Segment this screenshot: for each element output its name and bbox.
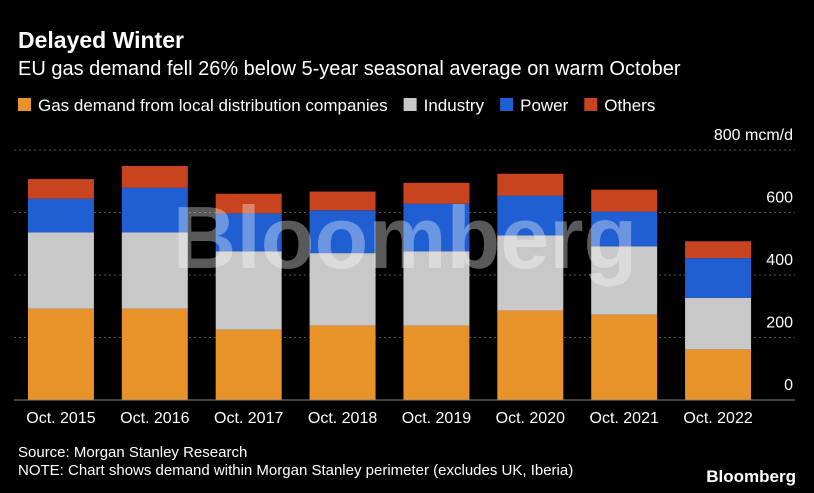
bar-segment <box>215 193 282 214</box>
bar-segment <box>121 165 188 188</box>
bar-segment <box>497 235 564 311</box>
bar-segment <box>403 325 470 400</box>
bar-segment <box>121 187 188 233</box>
bar-segment <box>27 198 94 233</box>
x-tick-label: Oct. 2018 <box>308 410 377 427</box>
bar-segment <box>215 213 282 252</box>
y-tick-label: 800 mcm/d <box>714 127 793 144</box>
legend-swatch <box>584 98 598 111</box>
logo: Bloomberg <box>706 467 796 486</box>
x-tick-label: Oct. 2021 <box>590 410 659 427</box>
bar-segment <box>591 246 658 315</box>
y-tick-label: 0 <box>784 377 793 394</box>
bar-segment <box>591 211 658 247</box>
x-tick-label: Oct. 2020 <box>496 410 565 427</box>
legend: Gas demand from local distribution compa… <box>18 96 655 115</box>
bar-segment <box>309 191 376 211</box>
x-tick-label: Oct. 2017 <box>214 410 283 427</box>
watermark: Bloomberg <box>173 188 637 287</box>
bar-segment <box>309 325 376 400</box>
bar-segment <box>685 349 752 400</box>
bar-segment <box>685 258 752 298</box>
bar-segment <box>27 179 94 199</box>
bar-segment <box>685 297 752 350</box>
bar-segment <box>215 251 282 330</box>
bar-segment <box>215 329 282 400</box>
plot: 0 200 400 600 800 mcm/d Oct. 2015 Oct. 2016 Oct… <box>14 127 795 427</box>
legend-label: Others <box>604 96 655 115</box>
bar-segment <box>309 253 376 326</box>
bar-segment <box>497 195 564 236</box>
bar-segment <box>27 232 94 309</box>
y-tick-label: 400 <box>766 252 793 269</box>
chart-subtitle: EU gas demand fell 26% below 5-year seas… <box>18 58 681 80</box>
bar-segment <box>591 314 658 400</box>
legend-swatch <box>500 98 514 111</box>
legend-swatch <box>403 98 417 111</box>
bar-segment <box>403 203 470 252</box>
bar-segment <box>121 308 188 400</box>
y-tick-label: 200 <box>766 315 793 332</box>
bar-segment <box>121 232 188 309</box>
bar-segment <box>591 189 658 212</box>
bar-segment <box>497 173 564 196</box>
bar-segment <box>685 241 752 259</box>
y-tick-label: 600 <box>766 190 793 207</box>
legend-label: Gas demand from local distribution compa… <box>38 96 388 115</box>
x-tick-label: Oct. 2022 <box>683 410 752 427</box>
bar-segment <box>309 210 376 254</box>
bar-segment <box>403 251 470 326</box>
bar-segment <box>497 310 564 400</box>
x-tick-label: Oct. 2015 <box>26 410 95 427</box>
x-tick-label: Oct. 2019 <box>402 410 471 427</box>
legend-label: Power <box>520 96 569 115</box>
bar-segment <box>403 182 470 204</box>
source: Source: Morgan Stanley Research <box>18 444 247 461</box>
legend-swatch <box>18 98 31 111</box>
chart-title: Delayed Winter <box>18 27 184 53</box>
x-tick-label: Oct. 2016 <box>120 410 189 427</box>
note: NOTE: Chart shows demand within Morgan S… <box>18 462 573 479</box>
legend-label: Industry <box>424 96 485 115</box>
bar-segment <box>27 308 94 400</box>
